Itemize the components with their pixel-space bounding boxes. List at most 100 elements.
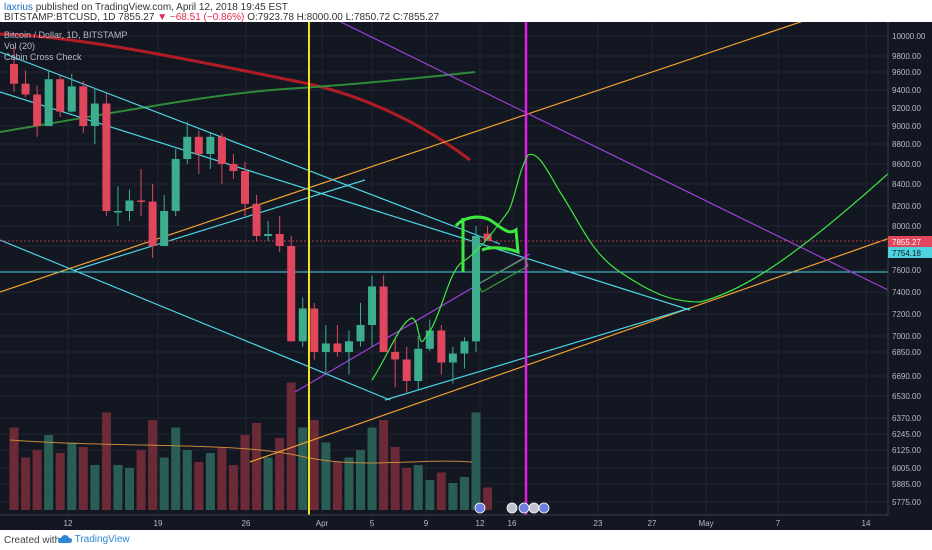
- time-tick-label: 12: [476, 519, 485, 528]
- time-tick-label: 14: [862, 519, 871, 528]
- symbol: BITSTAMP:BTCUSD, 1D: [4, 12, 116, 23]
- candle-body: [321, 343, 330, 352]
- time-tick-label: 27: [648, 519, 657, 528]
- volume-bar: [171, 427, 181, 510]
- volume-bar: [344, 457, 354, 510]
- time-tick-label: 26: [242, 519, 251, 528]
- volume-bar: [321, 442, 331, 510]
- price-tick-label: 9800.00: [892, 52, 921, 61]
- event-marker: [474, 502, 486, 514]
- price-tick-label: 10000.00: [892, 32, 926, 41]
- candle-body: [275, 234, 284, 246]
- price-tick-label: 8600.00: [892, 160, 921, 169]
- tradingview-logo[interactable]: TradingView: [58, 534, 130, 545]
- time-tick-label: 5: [370, 519, 375, 528]
- candle-body: [21, 83, 30, 95]
- volume-bar: [182, 450, 192, 510]
- price-tick-label: 6850.00: [892, 348, 921, 357]
- green-channel-box: [477, 257, 529, 293]
- volume-bar: [240, 435, 250, 510]
- volume-bar: [125, 468, 134, 510]
- volume-bar: [44, 435, 54, 510]
- chart-legend: Bitcoin / Dollar, 1D, BITSTAMP Vol (20) …: [4, 30, 127, 63]
- legend-title: Bitcoin / Dollar, 1D, BITSTAMP: [4, 30, 128, 40]
- volume-bar: [55, 453, 65, 510]
- candle-body: [391, 352, 400, 360]
- chart-pane[interactable]: 10000.00 9800.00 9600.00 9400.00 9200.00 9000…: [0, 22, 932, 530]
- price-tick-label: 6125.00: [892, 446, 921, 455]
- time-tick-label: May: [698, 519, 713, 528]
- volume-bar: [78, 447, 88, 510]
- volume-bar: [101, 412, 111, 510]
- volume-bar: [263, 457, 273, 510]
- volume-bar: [332, 462, 342, 510]
- volume-bar: [471, 412, 481, 510]
- candle-body: [113, 211, 122, 213]
- cyan-line-b: [0, 91, 691, 311]
- candle-body: [10, 64, 18, 84]
- candle-body: [102, 103, 111, 211]
- price-tick-label: 5885.00: [892, 480, 921, 489]
- candle-body: [368, 286, 377, 325]
- candle-body: [148, 201, 157, 246]
- brand-name: TradingView: [74, 534, 130, 545]
- cloud-icon: [58, 534, 72, 543]
- volume-bar: [217, 447, 227, 510]
- volume-bar: [159, 457, 169, 510]
- volume-bar: [136, 450, 146, 510]
- candle-body: [460, 341, 469, 354]
- volume-ma: [9, 439, 473, 464]
- time-tick-label: 19: [154, 519, 163, 528]
- price-tick-label: 8000.00: [892, 222, 921, 231]
- price-tick-label: 8400.00: [892, 180, 921, 189]
- time-tick-label: 7: [776, 519, 781, 528]
- volume-bar: [402, 468, 412, 510]
- price-tick-label: 6690.00: [892, 372, 921, 381]
- candle-body: [356, 325, 365, 342]
- cyan-line-c: [0, 239, 391, 401]
- candle-body: [137, 200, 146, 202]
- cyan-line-d: [74, 179, 366, 271]
- price-tick-label: 7400.00: [892, 288, 921, 297]
- published-text: published on TradingView.com, April 12, …: [35, 2, 288, 13]
- volume-bar: [448, 483, 458, 510]
- volume-bar: [309, 420, 319, 510]
- time-axis: 12 19 26 Apr 5 9 12 16 23 27 May 7 14: [0, 514, 932, 530]
- orange-line-lower: [249, 237, 891, 463]
- price-tick-label: 6370.00: [892, 414, 921, 423]
- time-axis-bg: [0, 515, 932, 530]
- price-tick-label: 5775.00: [892, 498, 921, 507]
- price-axis-bg: [888, 22, 932, 530]
- candle-body: [414, 348, 423, 381]
- candle-body: [183, 136, 192, 159]
- candle-body: [33, 94, 42, 126]
- secondary-price-box: [888, 247, 932, 258]
- hand-drawn-box: [454, 215, 520, 255]
- price-tick-label: 7000.00: [892, 332, 921, 341]
- candle-body: [79, 86, 88, 126]
- volume-bar: [298, 427, 308, 510]
- candle-body: [379, 286, 388, 352]
- orange-line-upper: [0, 22, 803, 293]
- candle-body: [56, 79, 65, 112]
- candle-body: [483, 233, 492, 241]
- projection-path: [371, 153, 891, 381]
- candle-body: [194, 136, 203, 154]
- candle-body: [402, 359, 411, 381]
- price-tick-label: 8200.00: [892, 202, 921, 211]
- time-tick-label: 16: [508, 519, 517, 528]
- footer: Created with TradingView: [0, 530, 932, 550]
- publish-header: laxrius published on TradingView.com, Ap…: [0, 0, 932, 23]
- candle-body: [125, 200, 134, 211]
- candle-body: [448, 353, 457, 363]
- volume-bar: [148, 420, 158, 510]
- volume-bar: [113, 465, 123, 510]
- price-tick-label: 7200.00: [892, 310, 921, 319]
- annotations: [371, 153, 891, 514]
- publisher-name[interactable]: laxrius: [4, 2, 33, 13]
- volume-bar: [252, 423, 262, 510]
- volume-bar: [90, 465, 100, 510]
- candle-body: [252, 203, 261, 236]
- candle-body: [206, 136, 215, 154]
- price-chart[interactable]: 10000.00 9800.00 9600.00 9400.00 9200.00 9000…: [0, 22, 932, 530]
